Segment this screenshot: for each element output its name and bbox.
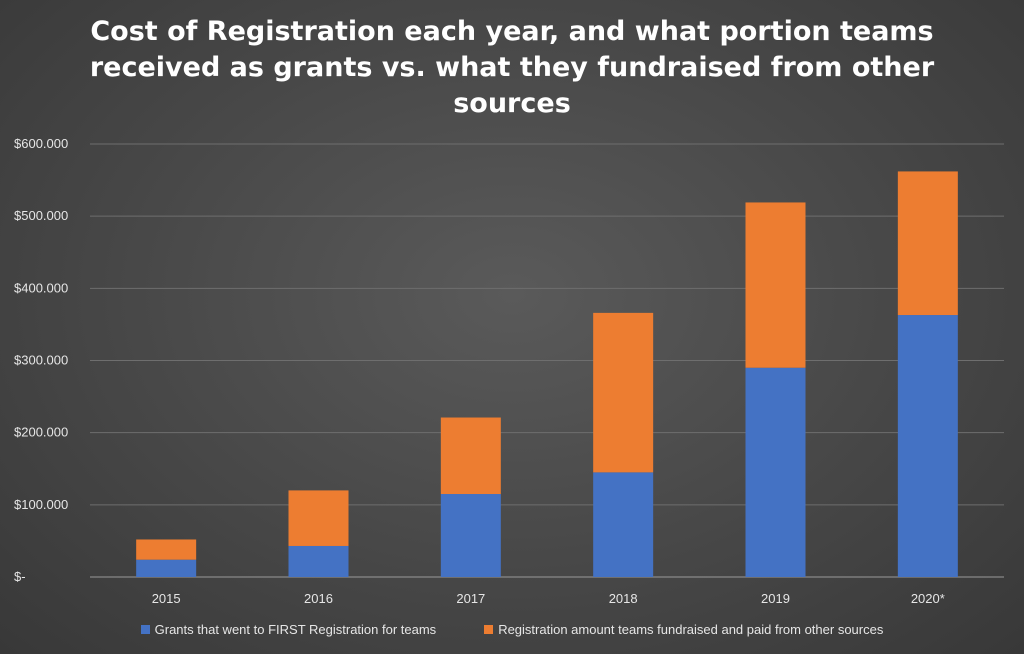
bar-fundraised [745, 202, 806, 368]
bar-fundraised [440, 417, 501, 495]
legend-label-fundraised: Registration amount teams fundraised and… [498, 622, 884, 637]
chart-title: Cost of Registration each year, and what… [89, 16, 935, 119]
bar-grants [897, 315, 958, 577]
x-tick-label: 2020* [911, 591, 945, 606]
legend-label-grants: Grants that went to FIRST Registration f… [154, 622, 437, 637]
y-tick-label: $300.000 [14, 353, 68, 368]
legend-swatch-fundraised [484, 625, 494, 634]
legend: Grants that went to FIRST Registration f… [0, 622, 1024, 637]
legend-item-grants: Grants that went to FIRST Registration f… [140, 622, 437, 637]
bar-grants [136, 559, 197, 577]
y-tick-label: $- [14, 569, 26, 584]
x-tick-label: 2016 [304, 591, 333, 606]
legend-item-fundraised: Registration amount teams fundraised and… [484, 622, 883, 637]
bar-grants [440, 494, 501, 577]
x-tick-label: 2018 [609, 591, 638, 606]
y-tick-label: $600.000 [14, 136, 68, 151]
bar-fundraised [897, 171, 958, 316]
bar-fundraised [593, 312, 654, 473]
y-tick-label: $200.000 [14, 425, 68, 440]
x-tick-label: 2017 [456, 591, 485, 606]
x-tick-label: 2019 [761, 591, 790, 606]
bar-grants [593, 472, 654, 577]
y-tick-label: $100.000 [14, 497, 68, 512]
bar-grants [745, 367, 806, 577]
y-tick-label: $500.000 [14, 208, 68, 223]
legend-swatch-grants [140, 625, 150, 634]
bar-fundraised [136, 539, 197, 560]
y-tick-label: $400.000 [14, 280, 68, 295]
x-tick-label: 2015 [152, 591, 181, 606]
bar-fundraised [288, 490, 349, 546]
bar-grants [288, 545, 349, 577]
